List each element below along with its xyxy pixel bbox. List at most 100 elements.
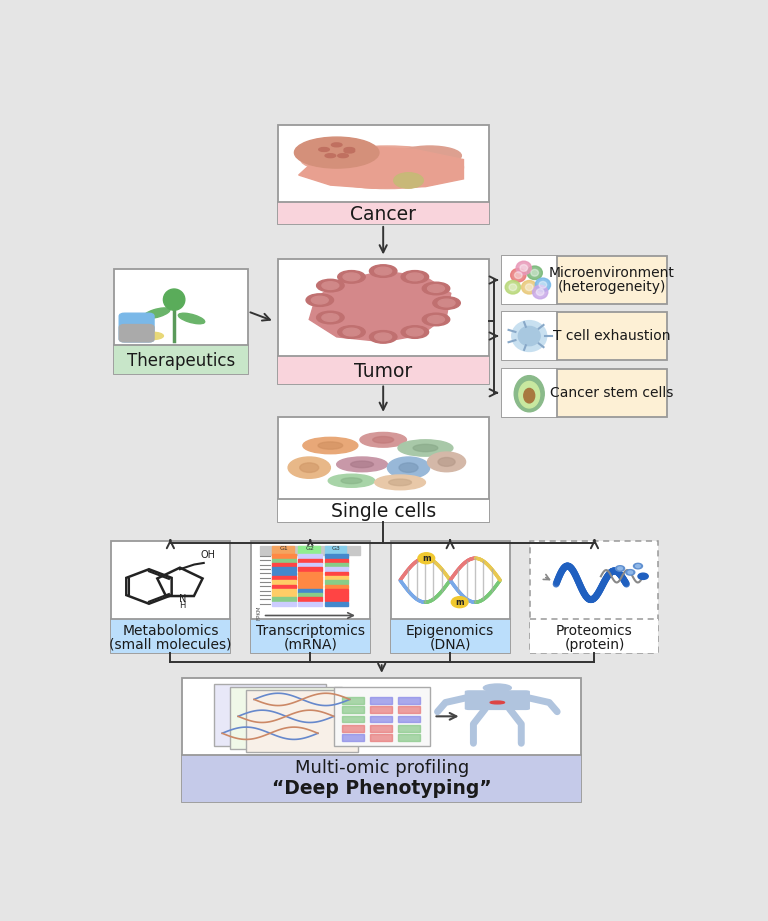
FancyBboxPatch shape xyxy=(277,202,488,224)
Text: Microenvironment: Microenvironment xyxy=(549,266,675,280)
Circle shape xyxy=(433,297,460,309)
Circle shape xyxy=(343,273,360,281)
Ellipse shape xyxy=(398,146,462,166)
Ellipse shape xyxy=(387,457,429,478)
Ellipse shape xyxy=(536,288,544,296)
Polygon shape xyxy=(310,271,451,342)
Ellipse shape xyxy=(178,313,205,324)
Circle shape xyxy=(294,137,379,168)
FancyBboxPatch shape xyxy=(182,755,581,802)
FancyBboxPatch shape xyxy=(299,567,323,571)
Circle shape xyxy=(626,569,635,575)
Ellipse shape xyxy=(398,440,453,456)
Text: (mRNA): (mRNA) xyxy=(283,637,337,652)
FancyBboxPatch shape xyxy=(502,368,667,417)
Ellipse shape xyxy=(311,146,463,189)
Text: Cancer stem cells: Cancer stem cells xyxy=(551,386,674,400)
FancyBboxPatch shape xyxy=(299,589,323,593)
FancyBboxPatch shape xyxy=(391,541,510,653)
FancyBboxPatch shape xyxy=(465,691,529,709)
FancyBboxPatch shape xyxy=(342,734,364,741)
Ellipse shape xyxy=(525,284,533,291)
FancyBboxPatch shape xyxy=(299,580,323,584)
FancyBboxPatch shape xyxy=(272,589,296,593)
Ellipse shape xyxy=(505,281,521,294)
FancyBboxPatch shape xyxy=(334,687,429,746)
FancyBboxPatch shape xyxy=(250,541,370,653)
Text: N: N xyxy=(179,594,186,604)
Ellipse shape xyxy=(532,286,548,298)
Circle shape xyxy=(428,316,445,323)
FancyBboxPatch shape xyxy=(325,559,349,563)
Text: (small molecules): (small molecules) xyxy=(109,637,232,652)
Circle shape xyxy=(322,282,339,289)
FancyBboxPatch shape xyxy=(246,690,358,752)
FancyBboxPatch shape xyxy=(272,580,296,584)
Circle shape xyxy=(338,326,366,338)
FancyBboxPatch shape xyxy=(398,725,419,731)
FancyBboxPatch shape xyxy=(182,678,581,802)
FancyBboxPatch shape xyxy=(272,585,296,589)
Circle shape xyxy=(338,154,349,157)
Circle shape xyxy=(325,154,336,157)
FancyBboxPatch shape xyxy=(260,545,360,555)
Ellipse shape xyxy=(413,444,438,451)
FancyBboxPatch shape xyxy=(119,324,154,342)
Ellipse shape xyxy=(328,474,375,487)
FancyBboxPatch shape xyxy=(342,706,364,713)
Circle shape xyxy=(332,143,342,146)
FancyBboxPatch shape xyxy=(272,563,296,566)
Circle shape xyxy=(438,299,455,307)
Ellipse shape xyxy=(428,452,465,472)
FancyBboxPatch shape xyxy=(272,598,296,601)
FancyBboxPatch shape xyxy=(398,697,419,704)
Circle shape xyxy=(511,321,547,352)
Circle shape xyxy=(617,567,622,570)
FancyBboxPatch shape xyxy=(299,601,323,606)
FancyBboxPatch shape xyxy=(111,620,230,653)
FancyBboxPatch shape xyxy=(325,580,349,584)
FancyBboxPatch shape xyxy=(325,546,346,554)
Text: Therapeutics: Therapeutics xyxy=(127,352,235,370)
FancyBboxPatch shape xyxy=(119,313,154,342)
FancyBboxPatch shape xyxy=(214,684,326,746)
Ellipse shape xyxy=(515,272,522,278)
FancyBboxPatch shape xyxy=(277,417,488,522)
FancyBboxPatch shape xyxy=(531,620,658,653)
FancyBboxPatch shape xyxy=(299,585,323,589)
FancyBboxPatch shape xyxy=(391,620,510,653)
Text: G1: G1 xyxy=(280,546,289,552)
Text: Transcriptomics: Transcriptomics xyxy=(256,624,365,638)
Text: Multi-omic profiling: Multi-omic profiling xyxy=(295,759,468,777)
Circle shape xyxy=(338,271,366,283)
Ellipse shape xyxy=(519,381,540,408)
FancyBboxPatch shape xyxy=(277,499,488,522)
Text: m: m xyxy=(422,554,431,563)
FancyBboxPatch shape xyxy=(325,585,349,589)
FancyBboxPatch shape xyxy=(342,697,364,704)
FancyBboxPatch shape xyxy=(299,554,323,558)
Text: G3: G3 xyxy=(332,546,341,552)
FancyBboxPatch shape xyxy=(502,256,557,304)
Circle shape xyxy=(375,333,392,341)
Ellipse shape xyxy=(301,148,381,171)
FancyBboxPatch shape xyxy=(502,368,557,417)
Ellipse shape xyxy=(531,270,538,276)
FancyBboxPatch shape xyxy=(325,601,349,606)
Ellipse shape xyxy=(516,262,531,274)
Text: OH: OH xyxy=(201,550,216,560)
FancyBboxPatch shape xyxy=(502,312,557,360)
Circle shape xyxy=(636,565,641,567)
Text: (protein): (protein) xyxy=(564,637,624,652)
FancyBboxPatch shape xyxy=(277,124,488,224)
Circle shape xyxy=(406,273,423,281)
Ellipse shape xyxy=(515,376,545,412)
Ellipse shape xyxy=(288,457,330,478)
FancyBboxPatch shape xyxy=(325,576,349,580)
Circle shape xyxy=(311,297,328,304)
Ellipse shape xyxy=(438,458,455,466)
Ellipse shape xyxy=(524,389,535,402)
Ellipse shape xyxy=(360,433,406,448)
Ellipse shape xyxy=(375,475,425,490)
FancyBboxPatch shape xyxy=(369,697,392,704)
